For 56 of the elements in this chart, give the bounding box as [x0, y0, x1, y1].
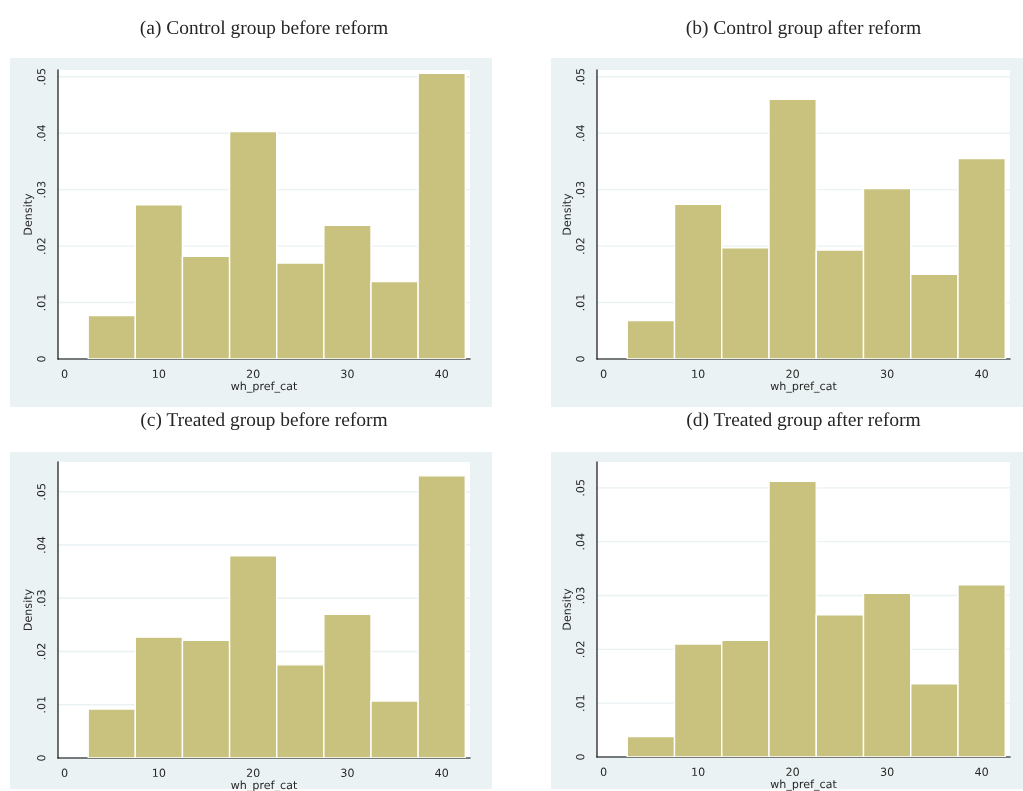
x-axis-title: wh_pref_cat	[770, 381, 837, 393]
y-tick-label: .01	[37, 294, 46, 311]
y-tick-label: 0	[37, 755, 46, 761]
y-tick-label: 0	[37, 356, 46, 362]
y-tick-label: .03	[37, 590, 46, 606]
y-tick-label: .02	[576, 238, 585, 254]
x-axis-title: wh_pref_cat	[231, 780, 298, 791]
x-tick-label: 10	[692, 369, 705, 379]
y-tick-label: .05	[576, 68, 585, 85]
x-tick-label: 30	[880, 767, 894, 777]
y-tick-label: .01	[576, 294, 585, 311]
y-tick-label: 0	[576, 356, 585, 362]
y-axis-title: Density	[23, 589, 35, 631]
x-tick-label: 40	[435, 768, 449, 778]
y-tick-label: .02	[37, 238, 46, 254]
y-tick-label: .03	[576, 587, 585, 604]
y-axis-title: Density	[562, 193, 574, 235]
y-tick-label: .03	[37, 181, 46, 198]
y-tick-label: .04	[37, 536, 46, 553]
x-tick-label: 0	[61, 768, 68, 778]
y-tick-label: .04	[37, 125, 46, 141]
x-tick-label: 40	[435, 369, 449, 379]
x-tick-label: 0	[600, 767, 607, 777]
chart-title: (c) Treated group before reform	[141, 412, 388, 431]
x-tick-label: 30	[341, 369, 354, 379]
x-tick-label: 40	[975, 369, 988, 379]
y-tick-label: .05	[576, 479, 585, 496]
x-tick-label: 20	[246, 369, 260, 379]
y-tick-label: .05	[37, 483, 46, 500]
chart-title: (b) Control group after reform	[686, 20, 921, 39]
y-tick-label: .05	[37, 68, 46, 85]
x-tick-label: 40	[975, 767, 988, 777]
y-tick-label: 0	[576, 754, 585, 760]
y-axis-title: Density	[23, 193, 35, 235]
y-tick-label: .02	[576, 641, 585, 657]
x-tick-label: 10	[153, 768, 166, 778]
x-tick-label: 20	[786, 369, 799, 379]
x-axis-title: wh_pref_cat	[770, 779, 837, 791]
x-tick-label: 10	[153, 369, 166, 379]
y-tick-label: .04	[576, 533, 585, 550]
x-tick-label: 10	[692, 767, 705, 777]
y-tick-label: .01	[576, 695, 585, 711]
x-tick-label: 30	[880, 369, 894, 379]
x-tick-label: 0	[61, 369, 68, 379]
y-tick-label: .04	[576, 125, 585, 141]
x-tick-label: 30	[341, 768, 354, 778]
y-axis-title: Density	[562, 588, 574, 630]
x-tick-label: 0	[600, 369, 607, 379]
chart-title: (a) Control group before reform	[140, 20, 388, 39]
x-axis-title: wh_pref_cat	[231, 381, 298, 393]
y-tick-label: .02	[37, 643, 46, 660]
x-tick-label: 20	[246, 768, 260, 778]
x-tick-label: 20	[786, 767, 799, 777]
chart-title: (d) Treated group after reform	[687, 412, 921, 431]
y-tick-label: .03	[576, 181, 585, 198]
y-tick-label: .01	[37, 696, 46, 713]
